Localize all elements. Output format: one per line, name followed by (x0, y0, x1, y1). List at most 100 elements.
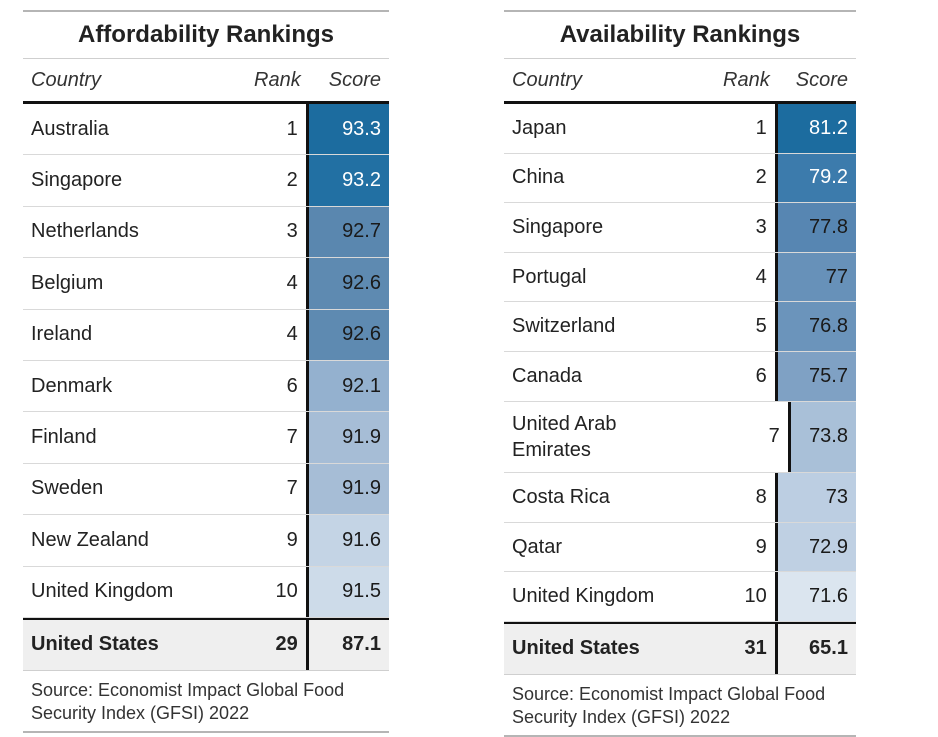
us-rank: 31 (707, 623, 778, 674)
table-row: Australia 1 93.3 (23, 104, 389, 156)
rank-cell: 1 (707, 104, 778, 153)
score-cell: 91.6 (308, 515, 389, 566)
country-cell: Costa Rica (512, 485, 610, 508)
country-cell: Qatar (512, 535, 563, 558)
country-cell: Singapore (512, 215, 604, 238)
country-cell: United Kingdom (31, 580, 174, 603)
table-row: Canada 6 75.7 (504, 351, 856, 402)
rank-cell: 10 (707, 572, 778, 621)
rank-cell: 7 (731, 401, 791, 473)
us-rank: 29 (234, 619, 309, 670)
score-cell: 92.6 (308, 309, 389, 360)
table-row: Singapore 3 77.8 (504, 203, 856, 253)
country-cell: Ireland (31, 323, 93, 346)
table-row: United Arab Emirates 7 73.8 (504, 401, 856, 474)
country-cell: Finland (31, 426, 97, 449)
rank-cell: 9 (707, 522, 778, 572)
us-score: 87.1 (308, 619, 389, 670)
table-row: Qatar 9 72.9 (504, 522, 856, 573)
country-cell: Australia (31, 117, 109, 140)
score-cell: 91.5 (308, 566, 389, 617)
table-body: Japan 1 81.2 China 2 79.2 Singapore 3 77.8 Portug… (504, 104, 856, 622)
table-row: Denmark 6 92.1 (23, 360, 389, 413)
table-row: Costa Rica 8 73 (504, 473, 856, 523)
score-cell: 71.6 (777, 572, 856, 621)
rank-cell: 6 (234, 360, 309, 412)
table-row: Singapore 2 93.2 (23, 155, 389, 207)
score-cell: 92.7 (308, 206, 389, 258)
rank-cell: 3 (234, 206, 309, 258)
rank-cell: 7 (234, 463, 309, 515)
rank-cell: 6 (707, 351, 778, 401)
rank-cell: 1 (234, 104, 309, 155)
rank-cell: 8 (707, 473, 778, 522)
score-cell: 91.9 (308, 463, 389, 515)
country-cell: Canada (512, 364, 583, 387)
country-cell: Singapore (31, 169, 123, 192)
table-row: Sweden 7 91.9 (23, 463, 389, 516)
country-cell: Netherlands (31, 220, 139, 243)
rank-cell: 10 (234, 566, 309, 617)
source-note: Source: Economist Impact Global Food Sec… (504, 673, 856, 737)
table-header: Country Rank Score (23, 58, 389, 104)
us-score: 65.1 (777, 623, 856, 674)
header-country: Country (31, 68, 102, 91)
score-cell: 92.1 (308, 360, 389, 412)
table-title: Availability Rankings (504, 10, 856, 58)
table-row: China 2 79.2 (504, 153, 856, 204)
table-body: Australia 1 93.3 Singapore 2 93.2 Netherlands 3… (23, 104, 389, 618)
rank-cell: 9 (234, 515, 309, 566)
rank-cell: 5 (707, 302, 778, 351)
rank-cell: 7 (234, 412, 309, 463)
header-score: Score (328, 68, 382, 91)
score-cell: 73.8 (790, 401, 856, 473)
affordability-table: Affordability Rankings Country Rank Scor… (23, 10, 389, 733)
us-country: United States (512, 637, 640, 660)
score-cell: 93.2 (308, 155, 389, 206)
us-row: United States 29 87.1 (23, 617, 389, 670)
header-score: Score (795, 68, 848, 91)
score-cell: 81.2 (777, 104, 856, 153)
header-country: Country (512, 68, 583, 91)
score-cell: 93.3 (308, 104, 389, 155)
country-cell: Portugal (512, 265, 587, 288)
rank-cell: 4 (707, 252, 778, 302)
country-cell: China (512, 166, 565, 189)
rank-cell: 2 (707, 153, 778, 203)
rank-cell: 2 (234, 155, 309, 206)
table-title: Affordability Rankings (23, 10, 389, 58)
rank-cell: 4 (234, 258, 309, 309)
country-cell: Sweden (31, 477, 104, 500)
table-row: Portugal 4 77 (504, 252, 856, 303)
score-cell: 75.7 (777, 351, 856, 401)
score-cell: 91.9 (308, 412, 389, 463)
table-row: Netherlands 3 92.7 (23, 206, 389, 259)
score-cell: 76.8 (777, 302, 856, 351)
rank-cell: 4 (234, 309, 309, 360)
table-row: United Kingdom 10 91.5 (23, 566, 389, 618)
table-row: Belgium 4 92.6 (23, 258, 389, 310)
country-cell: United Kingdom (512, 585, 655, 608)
score-cell: 92.6 (308, 258, 389, 309)
us-row: United States 31 65.1 (504, 621, 856, 674)
country-cell: New Zealand (31, 528, 149, 551)
country-cell: Denmark (31, 374, 113, 397)
table-row: Switzerland 5 76.8 (504, 302, 856, 352)
table-header: Country Rank Score (504, 58, 856, 104)
score-cell: 77 (777, 252, 856, 302)
score-cell: 79.2 (777, 153, 856, 203)
us-country: United States (31, 633, 159, 656)
header-rank: Rank (723, 68, 770, 91)
country-cell: United Arab Emirates (512, 412, 617, 461)
rank-cell: 3 (707, 203, 778, 252)
table-row: Finland 7 91.9 (23, 412, 389, 464)
header-rank: Rank (254, 68, 301, 91)
country-cell: Japan (512, 116, 567, 139)
score-cell: 77.8 (777, 203, 856, 252)
country-cell: Switzerland (512, 315, 616, 338)
source-note: Source: Economist Impact Global Food Sec… (23, 669, 389, 733)
table-row: New Zealand 9 91.6 (23, 515, 389, 567)
table-row: Japan 1 81.2 (504, 104, 856, 154)
score-cell: 72.9 (777, 522, 856, 572)
table-row: United Kingdom 10 71.6 (504, 572, 856, 622)
